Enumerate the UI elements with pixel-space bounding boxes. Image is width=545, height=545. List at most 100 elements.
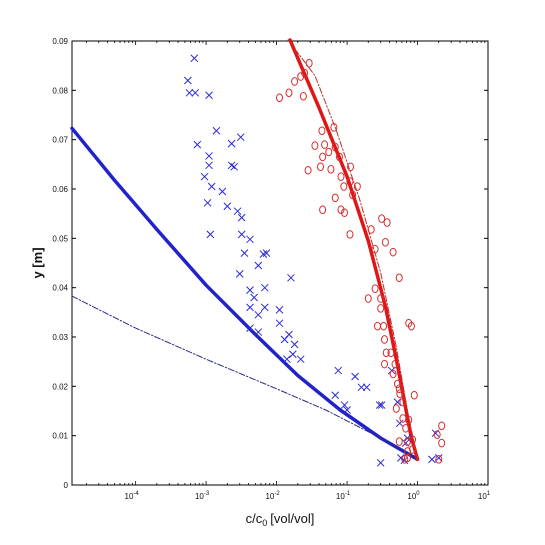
data-point-x: [183, 76, 192, 85]
x-tick-label: 10-2: [265, 491, 280, 501]
data-point-x: [200, 172, 209, 181]
data-point-x: [185, 88, 194, 97]
data-point-o: [371, 284, 379, 293]
data-point-x: [283, 355, 291, 364]
data-point-o: [337, 172, 345, 181]
data-point-o: [318, 126, 326, 136]
data-point-o: [347, 162, 355, 172]
data-point-o: [401, 455, 409, 464]
y-tick-label: 0.07: [52, 136, 68, 145]
data-point-o: [405, 415, 413, 425]
data-point-o: [305, 58, 313, 68]
data-point-o: [383, 218, 391, 227]
y-tick-label: 0.01: [52, 432, 68, 441]
data-point-x: [287, 273, 295, 282]
data-point-o: [392, 404, 400, 413]
series-line: [288, 38, 420, 462]
data-point-o: [327, 164, 335, 174]
data-point-x: [377, 401, 386, 409]
data-point-o: [335, 152, 343, 162]
data-point-o: [341, 208, 349, 217]
data-point-x: [250, 293, 258, 302]
data-point-o: [353, 182, 361, 191]
x-tick-label: 10-1: [336, 491, 351, 501]
data-point-o: [381, 237, 389, 247]
data-point-x: [212, 126, 221, 135]
data-point-o: [364, 294, 372, 303]
y-axis-ticks: 0 0.01 0.02 0.03 0.04 0.05 0.06 0.07 0.08 0.09: [52, 37, 488, 490]
data-point-x: [205, 91, 213, 100]
y-tick-label: 0.02: [52, 382, 68, 391]
data-point-o: [410, 390, 418, 400]
data-point-x: [254, 310, 263, 319]
data-point-x: [260, 283, 269, 292]
plot-frame: [71, 40, 489, 486]
data-point-o: [330, 123, 338, 132]
data-point-x: [280, 335, 289, 344]
data-point-o: [396, 389, 404, 399]
data-point-x: [331, 391, 340, 400]
data-point-x: [191, 88, 200, 97]
x-axis-ticks: 10-4 10-3 10-2 10-1 100 101: [85, 41, 491, 501]
data-point-x: [376, 458, 385, 467]
data-point-o: [377, 304, 385, 313]
x-tick-label: 10-4: [125, 491, 140, 501]
data-point-o: [395, 273, 403, 283]
x-tick-label: 10-3: [195, 491, 210, 501]
data-point-o: [387, 348, 395, 358]
data-point-o: [340, 182, 348, 191]
data-point-x: [205, 152, 213, 160]
data-point-o: [331, 193, 339, 203]
data-point-x: [395, 419, 404, 428]
data-point-o: [331, 142, 339, 152]
data-point-o: [373, 321, 381, 331]
data-point-x: [235, 269, 244, 278]
data-point-x: [230, 162, 239, 171]
data-point-o: [311, 141, 319, 150]
data-point-x: [237, 230, 246, 239]
data-point-o: [321, 140, 329, 149]
data-point-x: [340, 401, 349, 409]
data-point-o: [438, 438, 446, 448]
y-tick-label: 0.04: [52, 284, 68, 293]
data-point-x: [260, 303, 269, 312]
data-point-x: [262, 249, 271, 257]
data-point-x: [275, 306, 284, 314]
y-tick-label: 0: [64, 481, 69, 490]
data-point-x: [236, 133, 245, 142]
data-point-x: [240, 249, 249, 257]
data-point-o: [395, 384, 403, 394]
data-point-x: [246, 286, 254, 294]
data-point-x: [351, 372, 359, 381]
data-point-x: [206, 230, 215, 239]
data-point-o: [409, 445, 417, 454]
data-point-x: [246, 303, 254, 312]
data-point-o: [407, 321, 415, 331]
data-point-o: [381, 335, 389, 344]
data-point-x: [434, 454, 443, 462]
x-tick-label: 101: [478, 491, 491, 501]
data-point-x: [190, 54, 199, 63]
data-point-o: [304, 165, 312, 175]
data-point-x: [290, 340, 299, 349]
data-point-x: [207, 182, 216, 191]
data-point-o: [319, 205, 327, 215]
data-point-o: [371, 244, 379, 254]
data-point-o: [291, 77, 299, 86]
data-point-o: [367, 225, 375, 234]
data-point-o: [435, 455, 443, 464]
data-point-x: [237, 213, 246, 222]
data-point-x: [246, 324, 254, 332]
data-point-o: [346, 230, 354, 239]
y-tick-label: 0.06: [52, 185, 68, 194]
data-point-x: [296, 355, 305, 364]
data-point-x: [375, 401, 384, 409]
data-point-x: [223, 202, 232, 211]
data-point-x: [246, 235, 254, 244]
data-point-o: [297, 72, 305, 81]
y-tick-label: 0.05: [52, 234, 68, 243]
data-point-x: [254, 328, 263, 336]
plot-area: [70, 38, 489, 486]
data-point-x: [288, 350, 297, 359]
